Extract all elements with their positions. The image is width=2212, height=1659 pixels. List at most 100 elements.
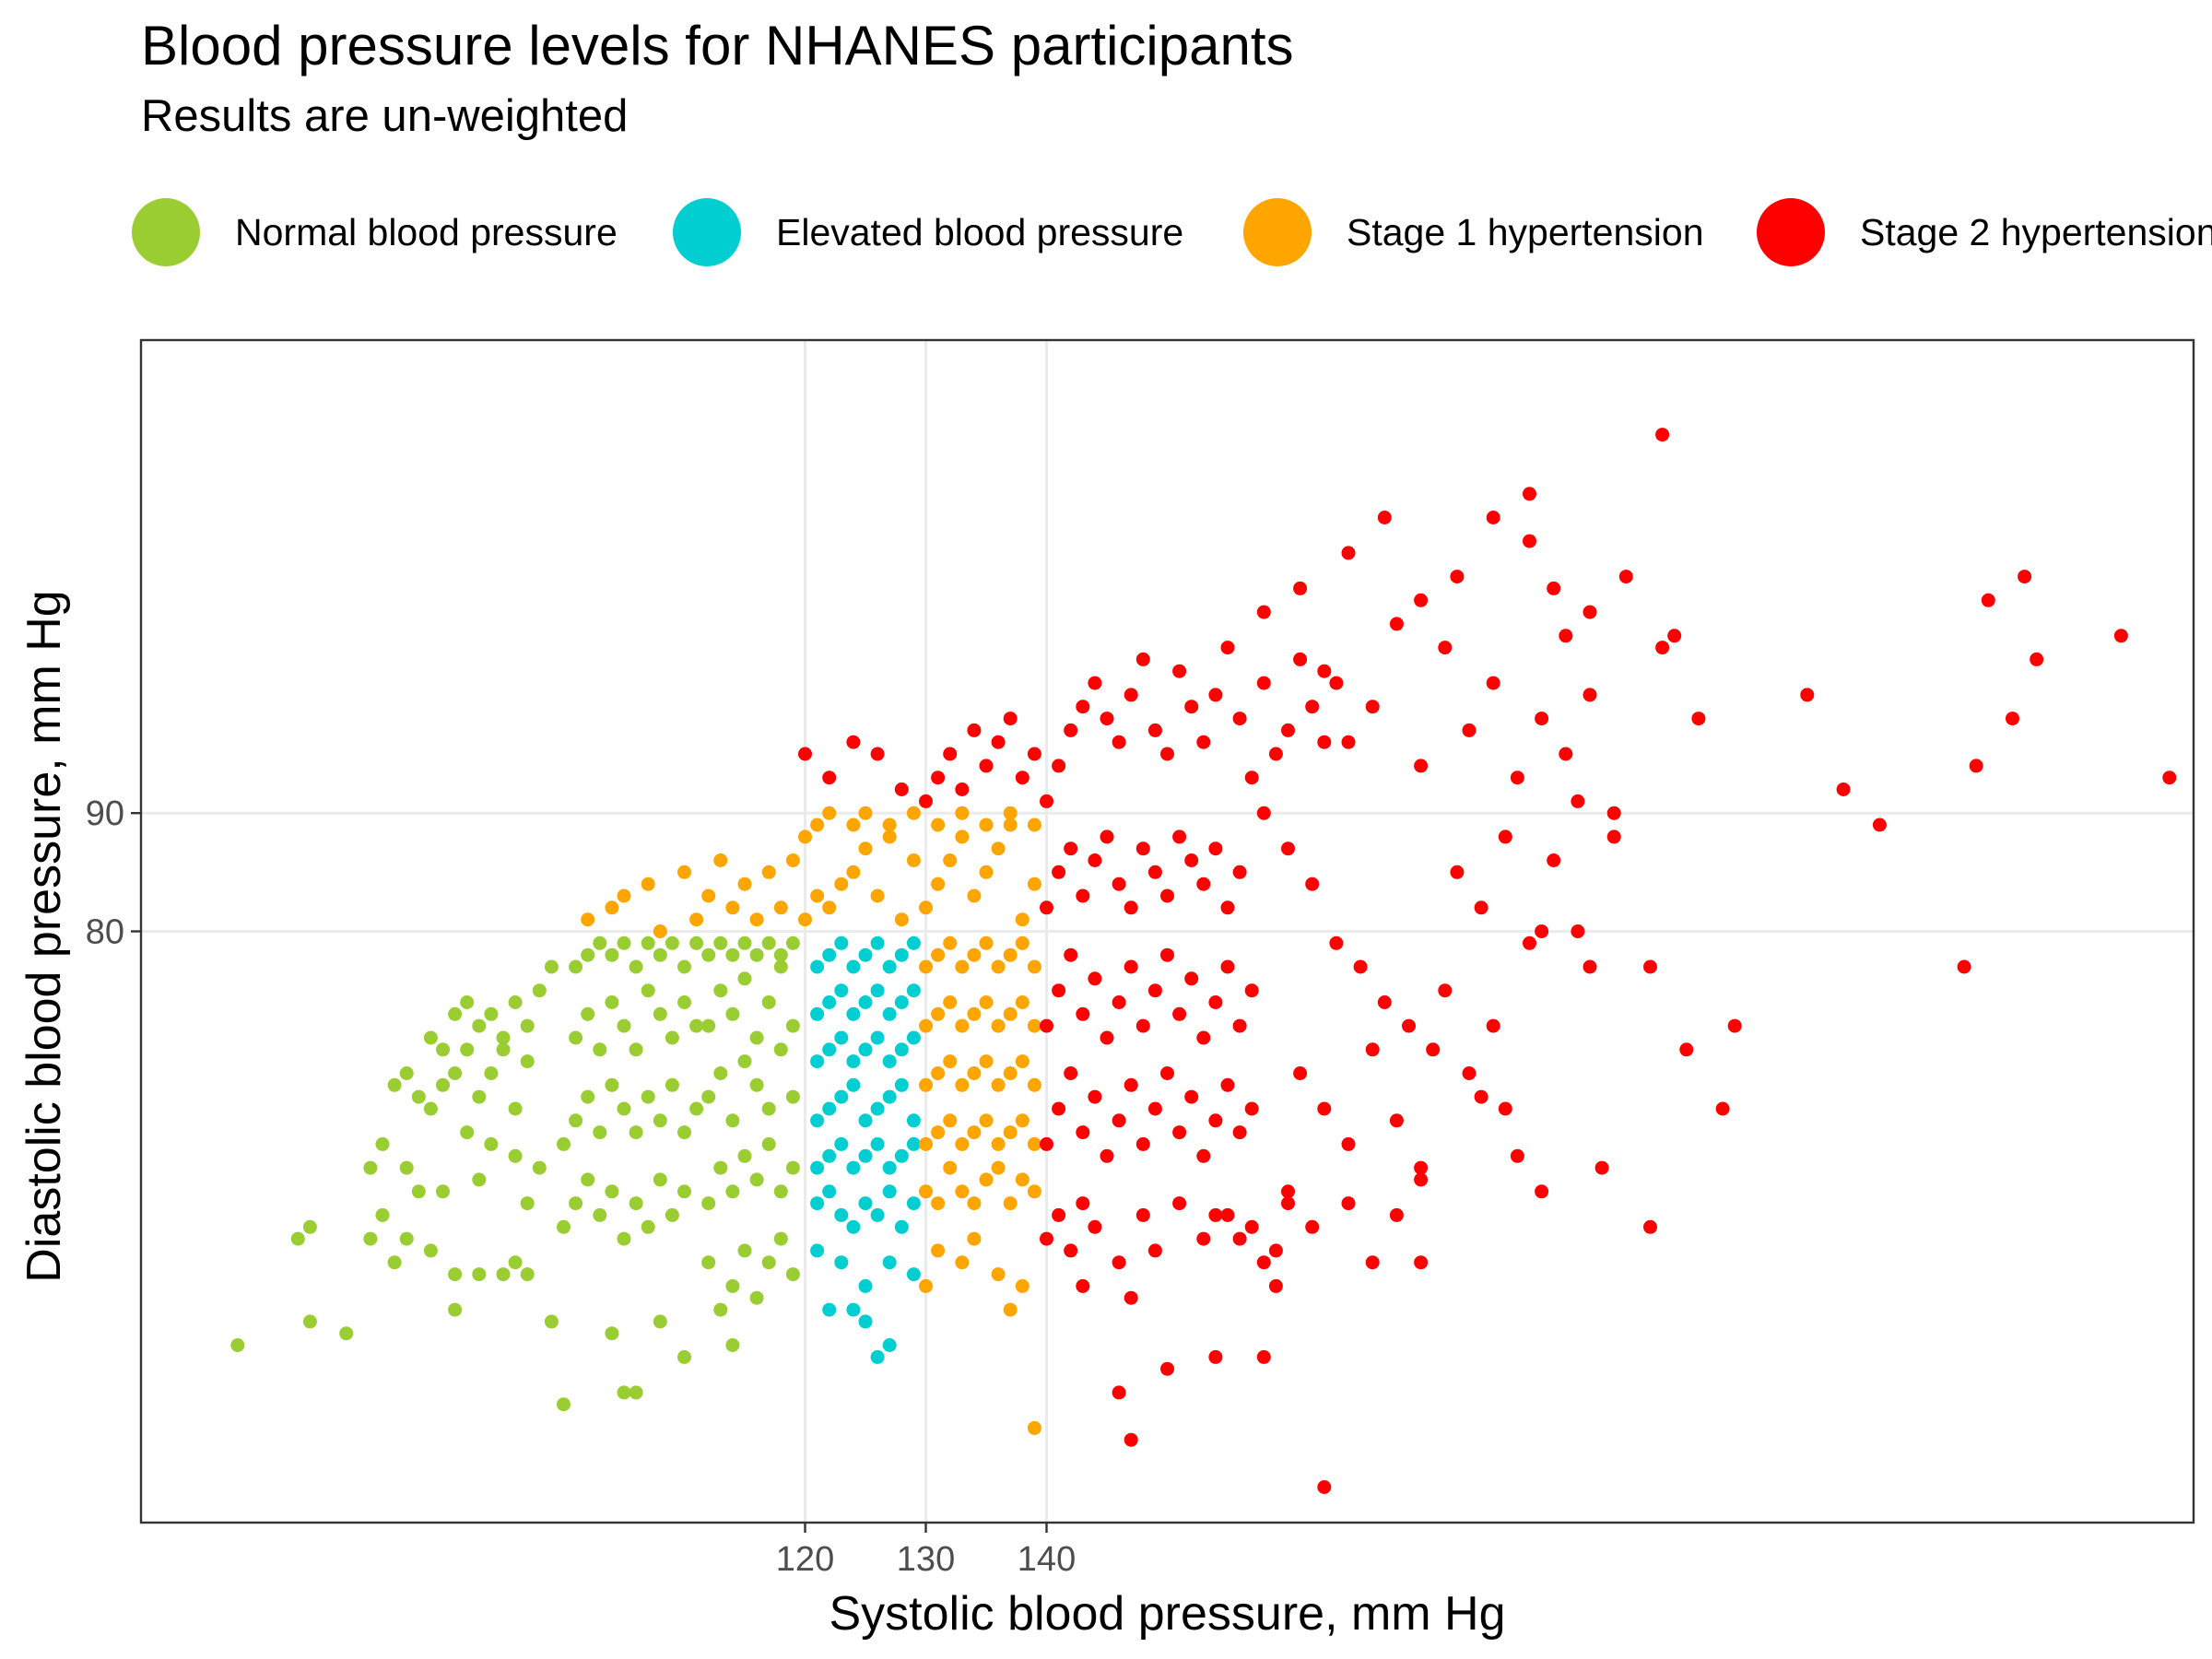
point-normal-blood-pressure <box>411 1089 426 1104</box>
point-stage-2-hypertension <box>1486 511 1500 524</box>
point-stage-2-hypertension <box>1305 700 1320 714</box>
point-stage-2-hypertension <box>1606 830 1621 844</box>
point-normal-blood-pressure <box>605 1326 619 1341</box>
point-elevated-blood-pressure <box>870 1207 885 1222</box>
point-stage-2-hypertension <box>1655 641 1670 655</box>
point-stage-1-hypertension <box>1015 995 1030 1009</box>
point-stage-1-hypertension <box>810 818 825 832</box>
point-stage-1-hypertension <box>979 1172 994 1187</box>
point-normal-blood-pressure <box>399 1231 414 1246</box>
point-elevated-blood-pressure <box>834 1030 849 1045</box>
chart-title: Blood pressure levels for NHANES partici… <box>141 15 1294 76</box>
point-elevated-blood-pressure <box>882 1255 897 1270</box>
point-stage-1-hypertension <box>1027 1184 1041 1199</box>
point-stage-2-hypertension <box>1281 723 1295 737</box>
point-elevated-blood-pressure <box>822 1302 837 1317</box>
point-stage-1-hypertension <box>955 1018 970 1033</box>
point-stage-2-hypertension <box>1112 1385 1126 1400</box>
point-stage-2-hypertension <box>967 723 982 737</box>
point-stage-2-hypertension <box>1450 865 1465 879</box>
point-normal-blood-pressure <box>785 1018 800 1033</box>
point-normal-blood-pressure <box>569 1113 583 1128</box>
point-stage-2-hypertension <box>1643 1219 1657 1234</box>
point-stage-2-hypertension <box>1317 735 1332 749</box>
point-normal-blood-pressure <box>749 1030 764 1045</box>
point-normal-blood-pressure <box>617 935 631 950</box>
point-normal-blood-pressure <box>496 1030 511 1045</box>
point-normal-blood-pressure <box>544 959 559 974</box>
point-stage-1-hypertension <box>931 1125 946 1140</box>
point-normal-blood-pressure <box>569 1196 583 1211</box>
point-normal-blood-pressure <box>230 1338 245 1352</box>
point-stage-2-hypertension <box>1172 830 1187 844</box>
point-stage-2-hypertension <box>1040 794 1053 808</box>
point-stage-2-hypertension <box>1244 1219 1259 1234</box>
point-normal-blood-pressure <box>593 1042 607 1057</box>
point-stage-1-hypertension <box>858 806 873 820</box>
point-elevated-blood-pressure <box>834 1136 849 1151</box>
point-stage-1-hypertension <box>991 1267 1006 1282</box>
point-stage-2-hypertension <box>1547 581 1561 595</box>
point-normal-blood-pressure <box>737 971 752 986</box>
point-normal-blood-pressure <box>749 1077 764 1092</box>
point-stage-1-hypertension <box>1027 1420 1041 1435</box>
point-stage-2-hypertension <box>1402 1018 1416 1033</box>
point-normal-blood-pressure <box>460 1125 475 1140</box>
point-stage-1-hypertension <box>931 1066 946 1080</box>
point-normal-blood-pressure <box>737 1148 752 1163</box>
point-stage-1-hypertension <box>991 1160 1006 1175</box>
point-stage-2-hypertension <box>1293 652 1308 666</box>
point-normal-blood-pressure <box>532 983 547 998</box>
point-elevated-blood-pressure <box>870 1349 885 1364</box>
point-elevated-blood-pressure <box>894 1077 909 1092</box>
point-stage-2-hypertension <box>1353 959 1368 974</box>
point-normal-blood-pressure <box>508 1101 523 1116</box>
point-stage-2-hypertension <box>1172 1196 1187 1211</box>
point-stage-2-hypertension <box>1027 747 1041 761</box>
point-normal-blood-pressure <box>737 935 752 950</box>
point-stage-2-hypertension <box>1244 1101 1259 1116</box>
point-stage-2-hypertension <box>1256 1349 1271 1364</box>
x-tick-label: 130 <box>897 1540 955 1579</box>
point-elevated-blood-pressure <box>858 1278 873 1293</box>
point-normal-blood-pressure <box>785 1160 800 1175</box>
point-stage-2-hypertension <box>1414 593 1429 607</box>
point-stage-2-hypertension <box>1040 1231 1053 1246</box>
point-normal-blood-pressure <box>460 995 475 1009</box>
point-stage-1-hypertension <box>617 888 631 903</box>
point-stage-2-hypertension <box>1064 1066 1078 1080</box>
point-elevated-blood-pressure <box>834 1255 849 1270</box>
point-normal-blood-pressure <box>617 1101 631 1116</box>
point-stage-2-hypertension <box>1232 1018 1247 1033</box>
point-stage-1-hypertension <box>1003 1125 1018 1140</box>
point-stage-1-hypertension <box>1027 877 1041 891</box>
point-stage-2-hypertension <box>1172 664 1187 678</box>
point-elevated-blood-pressure <box>846 1077 861 1092</box>
point-normal-blood-pressure <box>484 1066 499 1080</box>
point-stage-1-hypertension <box>906 853 921 867</box>
point-stage-2-hypertension <box>1836 782 1851 796</box>
point-normal-blood-pressure <box>665 1207 679 1222</box>
legend-label-stage1: Stage 1 hypertension <box>1347 211 1704 253</box>
point-stage-2-hypertension <box>1088 971 1102 986</box>
point-normal-blood-pressure <box>761 1101 776 1116</box>
legend: Normal blood pressure Elevated blood pre… <box>132 195 2212 269</box>
point-stage-1-hypertension <box>605 900 619 915</box>
point-stage-2-hypertension <box>1559 629 1573 643</box>
point-stage-2-hypertension <box>1160 747 1174 761</box>
point-elevated-blood-pressure <box>870 983 885 998</box>
point-stage-1-hypertension <box>701 888 716 903</box>
x-tick-label: 140 <box>1018 1540 1076 1579</box>
point-stage-2-hypertension <box>1317 1101 1332 1116</box>
point-normal-blood-pressure <box>520 1054 535 1069</box>
point-normal-blood-pressure <box>773 1184 788 1199</box>
point-stage-2-hypertension <box>1232 712 1247 726</box>
x-axis-ticks: 120 130 140 <box>776 1523 1076 1579</box>
point-normal-blood-pressure <box>689 935 704 950</box>
point-stage-2-hypertension <box>1872 818 1887 832</box>
point-elevated-blood-pressure <box>882 1006 897 1021</box>
point-stage-2-hypertension <box>1160 947 1174 962</box>
point-elevated-blood-pressure <box>846 1219 861 1234</box>
point-stage-2-hypertension <box>1523 487 1536 501</box>
point-stage-1-hypertension <box>858 841 873 856</box>
